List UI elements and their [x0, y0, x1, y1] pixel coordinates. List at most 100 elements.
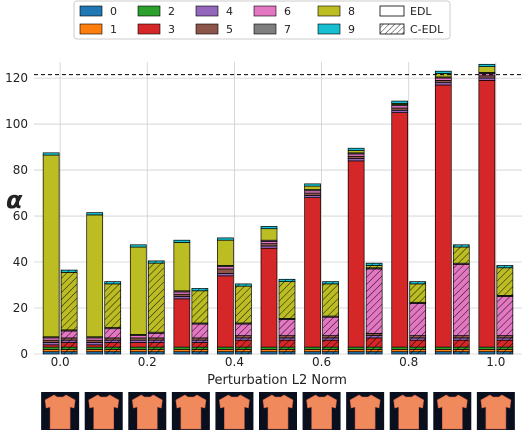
bar-hatch: [322, 316, 339, 318]
bars-layer: [42, 63, 514, 355]
bar-segment: [217, 275, 234, 348]
bar-segment: [391, 100, 409, 104]
bar-segment: [304, 197, 321, 348]
legend: 0 1 2 3 4 5 6 7 8 9 EDL C-EDL: [73, 0, 451, 40]
bar-hatch: [191, 290, 208, 323]
bar-segment: [129, 342, 147, 348]
thumbnail-shirt: [349, 394, 381, 430]
bar-hatch: [191, 349, 208, 352]
bar-hatch: [496, 349, 513, 352]
bar-hatch: [191, 347, 208, 350]
thumbnail-image: [128, 392, 167, 430]
bar-hatch: [235, 337, 252, 341]
y-tick-label: 100: [5, 117, 28, 131]
bar-segment: [304, 185, 321, 190]
bar-hatch: [191, 324, 208, 338]
bar-hatch: [61, 337, 78, 341]
bar-hatch: [366, 267, 383, 269]
bar-hatch: [104, 342, 121, 348]
legend-label-3: 3: [168, 23, 175, 36]
bar-hatch: [453, 247, 470, 264]
bar-hatch: [104, 327, 121, 329]
y-tick-label: 0: [20, 347, 28, 361]
bar-hatch: [322, 335, 339, 338]
bar-segment: [478, 66, 496, 73]
bar-hatch: [235, 340, 252, 348]
thumbnail-shirt: [131, 394, 163, 430]
bar-segment: [173, 298, 191, 348]
thumbnail-shirt: [219, 394, 250, 430]
bar-hatch: [322, 337, 339, 341]
bar-hatch: [366, 335, 383, 338]
bar-segment: [434, 70, 452, 74]
bar-hatch: [453, 335, 470, 338]
bar-segment: [260, 247, 278, 348]
bar-hatch: [148, 351, 165, 354]
y-tick-label: 120: [5, 71, 28, 85]
bar-hatch: [366, 333, 383, 336]
thumbnail-shirt: [175, 394, 207, 430]
bar-hatch: [496, 295, 513, 297]
bar-hatch: [235, 322, 252, 325]
bar-hatch: [235, 351, 252, 354]
bar-segment: [129, 246, 147, 335]
y-tick-label: 40: [13, 255, 28, 269]
bar-segment: [173, 239, 191, 243]
bar-segment: [173, 242, 191, 292]
legend-swatch-2: [137, 5, 161, 17]
bar-segment: [260, 226, 278, 230]
bar-hatch: [453, 264, 470, 336]
thumbnail-shirt: [88, 394, 120, 430]
thumbnail-image: [215, 392, 254, 430]
bar-hatch: [191, 337, 208, 341]
bar-hatch: [453, 347, 470, 350]
bar-segment: [217, 237, 234, 241]
bar-hatch: [409, 335, 426, 338]
thumbnail-shirt: [44, 394, 76, 430]
bar-hatch: [191, 322, 208, 325]
bar-segment: [42, 154, 60, 338]
bar-hatch: [366, 351, 383, 354]
bar-hatch: [191, 351, 208, 354]
bar-hatch: [279, 340, 295, 348]
bar-segment: [129, 244, 147, 248]
legend-label-0: 0: [110, 5, 117, 18]
bar-hatch: [191, 288, 208, 291]
bar-hatch: [61, 349, 78, 352]
legend-swatch-4: [195, 5, 219, 17]
legend-label-5: 5: [226, 23, 233, 36]
bar-hatch: [191, 342, 208, 348]
legend-label-cedl: C-EDL: [410, 23, 444, 36]
bar-segment: [391, 112, 409, 348]
thumbnail-strip: [41, 392, 515, 430]
bar-hatch: [61, 340, 78, 343]
bar-hatch: [279, 351, 295, 354]
thumbnail-image: [389, 392, 428, 430]
bar-segment: [434, 73, 452, 78]
bar-hatch: [409, 337, 426, 341]
legend-label-8: 8: [348, 5, 355, 18]
legend-swatch-0: [79, 5, 103, 17]
bar-hatch: [148, 333, 165, 338]
bar-hatch: [496, 265, 513, 268]
bar-hatch: [148, 342, 165, 348]
legend-swatch-9: [317, 23, 341, 35]
bar-segment: [217, 268, 234, 274]
legend-swatch-6: [253, 5, 277, 17]
thumbnail-image: [41, 392, 80, 430]
thumbnail-image: [433, 392, 472, 430]
bar-hatch: [235, 286, 252, 323]
bar-hatch: [409, 281, 426, 284]
bar-segment: [434, 84, 452, 348]
bar-hatch: [322, 281, 339, 284]
bar-hatch: [409, 303, 426, 336]
bar-hatch: [61, 272, 78, 330]
bar-segment: [42, 152, 60, 156]
legend-hatch-cedl: [380, 24, 404, 34]
bar-hatch: [496, 335, 513, 338]
x-tick-label: 0.0: [51, 355, 70, 369]
thumbnail-shirt: [262, 394, 294, 430]
legend-label-4: 4: [226, 5, 233, 18]
y-tick-label: 80: [13, 163, 28, 177]
bar-hatch: [104, 328, 121, 338]
